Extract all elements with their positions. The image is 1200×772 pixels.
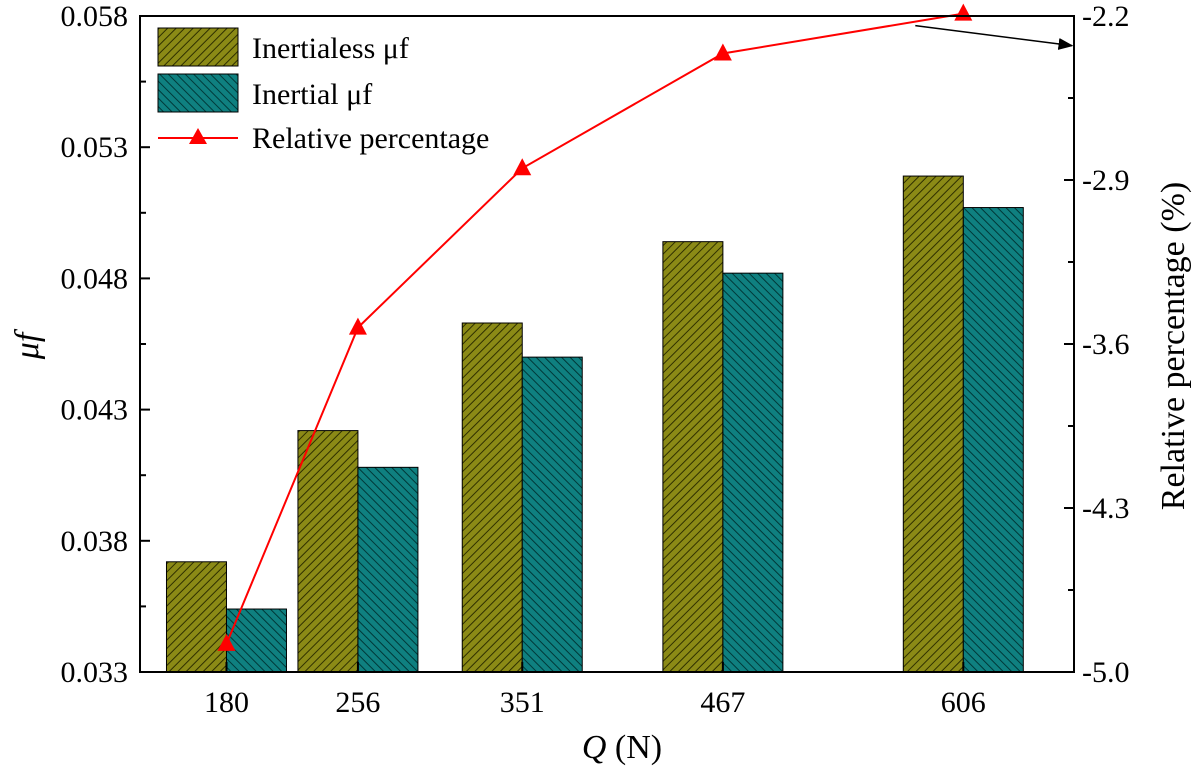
x-tick-label: 180 xyxy=(204,686,249,719)
y2-tick-label: -5.0 xyxy=(1082,656,1130,689)
bar-inertialess-606 xyxy=(902,175,964,673)
relative-percentage-point-606 xyxy=(954,3,973,21)
bar-inertial-467 xyxy=(722,272,784,673)
x-tick-label: 606 xyxy=(941,686,986,719)
x-tick-label: 256 xyxy=(335,686,380,719)
annotation-arrow xyxy=(915,24,1074,50)
relative-percentage-point-256 xyxy=(348,317,367,335)
legend-label-inertialess: Inertialess μf xyxy=(252,32,409,65)
bar-inertialess-351 xyxy=(461,322,523,673)
legend-marker-relative xyxy=(189,128,207,144)
legend: Inertialess μf Inertial μf Relative perc… xyxy=(157,27,489,155)
bar-inertialess-467 xyxy=(662,241,724,673)
x-axis-label: Q (N) xyxy=(582,729,662,766)
legend-swatch-inertialess xyxy=(157,27,239,67)
bar-inertialess-256 xyxy=(297,430,359,673)
y-axis-label: μf xyxy=(9,328,46,360)
y-tick-label: 0.048 xyxy=(61,262,129,295)
x-axis: 180 256 351 467 606 xyxy=(204,662,986,719)
bar-inertial-606 xyxy=(962,207,1024,673)
bar-inertialess-180 xyxy=(165,561,227,673)
bar-inertial-256 xyxy=(357,466,419,673)
x-tick-label: 467 xyxy=(700,686,745,719)
left-y-axis: 0.033 0.038 0.043 0.048 0.053 0.058 xyxy=(61,0,150,689)
y2-tick-label: -2.9 xyxy=(1082,164,1130,197)
y-tick-label: 0.043 xyxy=(61,394,129,427)
right-y-axis: -5.0 -4.3 -3.6 -2.9 -2.2 xyxy=(1064,0,1130,689)
y2-axis-label: Relative percentage (%) xyxy=(1155,182,1192,510)
bars-group xyxy=(165,175,1024,673)
legend-label-inertial: Inertial μf xyxy=(252,78,372,111)
legend-swatch-inertial xyxy=(157,73,239,113)
relative-percentage-point-467 xyxy=(713,43,732,61)
y2-tick-label: -3.6 xyxy=(1082,328,1130,361)
relative-percentage-point-180 xyxy=(217,633,236,651)
y-tick-label: 0.053 xyxy=(61,131,129,164)
y-tick-label: 0.058 xyxy=(61,0,129,33)
y2-tick-label: -4.3 xyxy=(1082,492,1130,525)
y-tick-label: 0.038 xyxy=(61,525,129,558)
relative-percentage-point-351 xyxy=(513,158,532,176)
y-tick-label: 0.033 xyxy=(61,656,129,689)
bar-inertial-351 xyxy=(521,356,583,673)
y2-tick-label: -2.2 xyxy=(1082,0,1130,33)
x-tick-label: 351 xyxy=(500,686,545,719)
bar-inertial-180 xyxy=(225,608,287,673)
legend-label-relative: Relative percentage xyxy=(252,122,489,155)
